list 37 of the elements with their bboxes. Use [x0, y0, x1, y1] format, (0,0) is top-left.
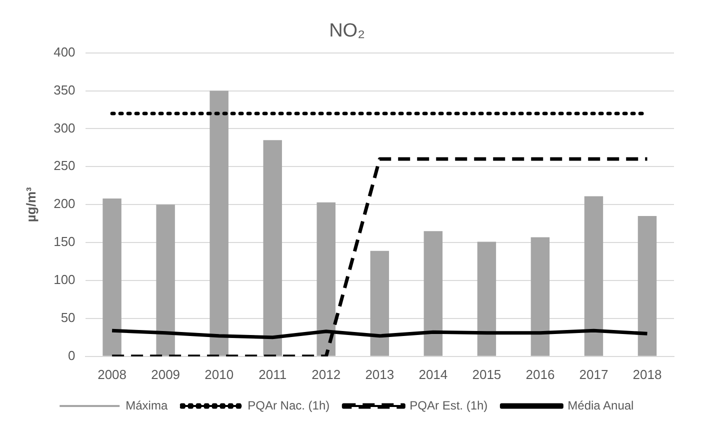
y-tick-label: 200: [54, 196, 76, 212]
y-tick-label: 250: [54, 158, 76, 174]
legend-label: Média Anual: [568, 398, 634, 412]
x-tick-label: 2013: [365, 366, 394, 382]
bar: [638, 216, 657, 356]
x-tick-label: 2009: [151, 366, 180, 382]
x-tick-label: 2010: [204, 366, 234, 382]
bar: [370, 250, 390, 356]
y-tick-label: 50: [60, 310, 76, 326]
x-tick-label: 2008: [98, 366, 127, 382]
x-tick-label: 2011: [258, 366, 287, 382]
y-tick-label: 350: [54, 82, 76, 98]
x-tick-label: 2015: [472, 366, 502, 382]
x-tick-label: 2014: [418, 366, 448, 382]
x-tick-label: 2017: [579, 366, 608, 382]
y-axis-title: µg/m³: [23, 186, 38, 222]
legend-label: Máxima: [126, 398, 168, 412]
y-tick-label: 100: [54, 272, 76, 288]
x-tick-label: 2018: [632, 366, 662, 382]
bar: [584, 196, 604, 356]
bar: [530, 237, 550, 356]
y-tick-label: 0: [68, 348, 76, 363]
bar: [156, 204, 175, 356]
legend-label: PQAr Est. (1h): [410, 398, 488, 412]
bar: [102, 198, 122, 356]
bar: [263, 140, 282, 356]
legend-label: PQAr Nac. (1h): [248, 398, 330, 412]
bar: [424, 231, 443, 356]
y-tick-label: 300: [54, 120, 76, 136]
y-tick-label: 400: [54, 44, 76, 60]
bar: [210, 90, 228, 356]
bar: [477, 242, 496, 356]
x-tick-label: 2012: [312, 366, 341, 382]
y-tick-label: 150: [54, 234, 76, 250]
x-tick-label: 2016: [526, 366, 555, 382]
bar: [316, 202, 336, 356]
chart-title: NO₂: [329, 20, 365, 42]
